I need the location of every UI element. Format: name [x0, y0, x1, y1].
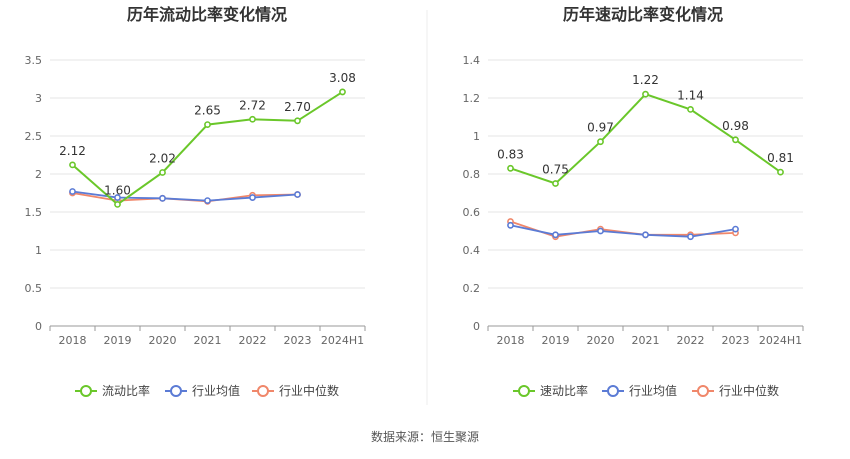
main-series-point[interactable]: [507, 164, 514, 172]
legend-label: 行业中位数: [279, 383, 339, 398]
y-tick-label: 0.8: [463, 168, 481, 181]
main-series-point[interactable]: [777, 168, 784, 176]
data-label: 0.81: [767, 151, 794, 165]
average-series-point[interactable]: [249, 194, 256, 201]
main-series-point[interactable]: [114, 200, 121, 208]
x-tick-label: 2023: [284, 334, 312, 347]
y-tick-label: 0.4: [463, 244, 481, 257]
x-tick-label: 2023: [722, 334, 750, 347]
data-label: 1.60: [104, 183, 131, 197]
legend-marker-icon: [697, 385, 709, 397]
x-tick-label: 2020: [149, 334, 177, 347]
legend-label: 行业中位数: [719, 383, 779, 398]
average-series-point[interactable]: [732, 225, 739, 233]
legend-item-main-series[interactable]: 流动比率: [75, 383, 150, 398]
main-series-point[interactable]: [339, 88, 346, 96]
y-tick-label: 1: [473, 130, 480, 143]
y-tick-label: 1.2: [463, 92, 481, 105]
legend-item-median-series[interactable]: 行业中位数: [252, 383, 339, 398]
data-label: 2.12: [59, 144, 86, 158]
data-label: 1.14: [677, 88, 704, 102]
x-tick-label: 2022: [239, 334, 267, 347]
y-tick-label: 2.5: [25, 130, 43, 143]
legend-marker-icon: [170, 385, 182, 397]
average-series-point[interactable]: [294, 191, 301, 198]
legend-item-median-series[interactable]: 行业中位数: [692, 383, 779, 398]
legend-label: 行业均值: [192, 383, 240, 398]
main-series-point[interactable]: [552, 180, 559, 187]
y-tick-label: 0: [35, 320, 42, 333]
main-series-point[interactable]: [732, 136, 739, 144]
main-series-point[interactable]: [687, 106, 694, 113]
y-tick-label: 0: [473, 320, 480, 333]
data-source-note: 数据来源：恒生聚源: [370, 430, 479, 444]
average-series-point[interactable]: [69, 188, 76, 195]
y-tick-label: 3.5: [25, 54, 43, 67]
average-series-point[interactable]: [597, 227, 604, 235]
legend-label: 行业均值: [629, 383, 677, 398]
main-series-point[interactable]: [159, 169, 166, 176]
average-series-point[interactable]: [114, 194, 121, 201]
x-tick-label: 2019: [104, 334, 132, 347]
y-tick-label: 0.6: [463, 206, 481, 219]
average-series-point[interactable]: [687, 233, 694, 241]
x-tick-label: 2018: [59, 334, 87, 347]
x-tick-label: 2021: [194, 334, 222, 347]
y-tick-label: 2: [35, 168, 42, 181]
x-tick-label: 2020: [587, 334, 615, 347]
x-tick-label: 2024H1: [321, 334, 364, 347]
x-tick-label: 2021: [632, 334, 660, 347]
legend-marker-icon: [80, 385, 92, 397]
data-label: 2.65: [194, 104, 221, 118]
data-label: 2.72: [239, 98, 266, 112]
average-series-line: [510, 224, 736, 238]
legend-marker-icon: [257, 385, 269, 397]
average-series-point[interactable]: [507, 221, 514, 229]
legend-item-average-series[interactable]: 行业均值: [602, 383, 677, 398]
average-series-point[interactable]: [204, 197, 211, 204]
legend-marker-icon: [518, 385, 530, 397]
legend-marker-icon: [607, 385, 619, 397]
data-label: 0.75: [542, 163, 569, 177]
x-tick-label: 2019: [542, 334, 570, 347]
average-series-point[interactable]: [642, 231, 649, 239]
main-series-point[interactable]: [204, 121, 211, 128]
data-label: 0.83: [497, 147, 524, 161]
x-tick-label: 2018: [497, 334, 525, 347]
chart-title: 历年速动比率变化情况: [563, 5, 723, 24]
legend-item-average-series[interactable]: 行业均值: [165, 383, 240, 398]
main-series-point[interactable]: [69, 161, 76, 169]
data-label: 3.08: [329, 71, 356, 85]
y-tick-label: 1: [35, 244, 42, 257]
main-series-point[interactable]: [642, 90, 649, 98]
median-series-line: [510, 220, 736, 238]
data-label: 2.70: [284, 100, 311, 114]
average-series-point[interactable]: [552, 231, 559, 239]
data-label: 0.98: [722, 119, 749, 133]
data-label: 0.97: [587, 121, 614, 135]
main-series-point[interactable]: [597, 138, 604, 146]
main-series-point[interactable]: [249, 115, 256, 123]
y-tick-label: 0.5: [25, 282, 43, 295]
main-series-point[interactable]: [294, 117, 301, 125]
y-tick-label: 3: [35, 92, 42, 105]
average-series-point[interactable]: [159, 194, 166, 202]
y-tick-label: 1.5: [25, 206, 43, 219]
y-tick-label: 1.4: [463, 54, 481, 67]
legend-label: 流动比率: [102, 383, 150, 398]
x-tick-label: 2024H1: [759, 334, 802, 347]
legend-item-main-series[interactable]: 速动比率: [513, 383, 588, 398]
chart-title: 历年流动比率变化情况: [127, 5, 287, 24]
current-ratio-chart: 历年流动比率变化情况 0 0.5 1 1.5 2 2.5 3 3.5 2018 2019 2020 20…: [25, 5, 366, 398]
y-tick-label: 0.2: [463, 282, 481, 295]
x-tick-label: 2022: [677, 334, 705, 347]
data-label: 1.22: [632, 73, 659, 87]
legend-label: 速动比率: [540, 383, 588, 398]
data-label: 2.02: [149, 151, 176, 165]
